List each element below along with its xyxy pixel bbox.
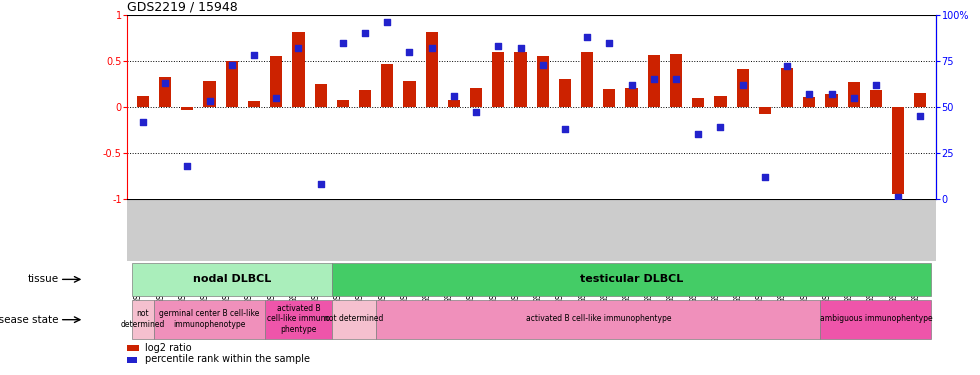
Point <box>402 49 417 55</box>
Point <box>158 80 173 86</box>
Point <box>424 45 440 51</box>
Point <box>646 76 662 82</box>
Text: GDS2219 / 15948: GDS2219 / 15948 <box>127 1 238 14</box>
Bar <box>337 100 349 107</box>
Point <box>358 30 373 36</box>
Point <box>379 20 395 26</box>
Text: testicular DLBCL: testicular DLBCL <box>580 274 683 284</box>
Bar <box>781 68 793 107</box>
Bar <box>248 101 260 107</box>
Point <box>690 132 706 138</box>
Bar <box>820 300 931 339</box>
Bar <box>692 98 705 107</box>
Point <box>269 95 284 101</box>
Text: not
determined: not determined <box>121 309 166 328</box>
Text: not determined: not determined <box>324 314 383 323</box>
Point <box>579 34 595 40</box>
Bar <box>332 262 931 296</box>
Bar <box>159 76 171 107</box>
Bar <box>315 84 326 107</box>
Point <box>623 82 639 88</box>
Bar <box>492 52 505 107</box>
Text: tissue: tissue <box>27 274 59 284</box>
Bar <box>204 81 216 107</box>
Text: activated B cell-like immunophentype: activated B cell-like immunophentype <box>525 314 671 323</box>
Bar <box>266 300 332 339</box>
Point <box>135 118 151 124</box>
Bar <box>137 96 149 107</box>
Point <box>535 62 551 68</box>
Point <box>224 62 240 68</box>
Point <box>446 93 462 99</box>
Text: germinal center B cell-like
immunophenotype: germinal center B cell-like immunophenot… <box>160 309 260 328</box>
Bar <box>154 300 266 339</box>
Bar <box>581 52 593 107</box>
Bar <box>825 94 838 107</box>
Bar <box>332 300 376 339</box>
Point <box>491 43 507 49</box>
Text: nodal DLBCL: nodal DLBCL <box>193 274 270 284</box>
Bar <box>292 32 305 107</box>
Point <box>757 174 772 180</box>
Bar <box>181 107 193 109</box>
Bar <box>804 97 815 107</box>
Bar <box>604 89 615 107</box>
Point <box>912 113 928 119</box>
Bar <box>470 88 482 107</box>
Bar <box>448 99 460 107</box>
Point <box>468 110 484 116</box>
Text: log2 ratio: log2 ratio <box>145 343 192 353</box>
Bar <box>670 54 682 107</box>
Point <box>846 95 861 101</box>
Bar <box>132 300 154 339</box>
Point <box>513 45 528 51</box>
Bar <box>381 64 393 107</box>
Bar <box>759 107 771 114</box>
Point <box>779 63 795 69</box>
Point <box>823 91 839 97</box>
Point <box>557 126 572 132</box>
Bar <box>270 56 282 107</box>
Bar <box>848 82 859 107</box>
Bar <box>514 52 526 107</box>
Text: ambiguous immunophentype: ambiguous immunophentype <box>819 314 932 323</box>
Bar <box>737 69 749 107</box>
Bar <box>714 96 726 107</box>
Bar <box>892 107 905 194</box>
Point <box>868 82 884 88</box>
Point <box>735 82 751 88</box>
Point <box>668 76 684 82</box>
Bar <box>914 93 926 107</box>
Point <box>712 124 728 130</box>
Bar <box>359 90 371 107</box>
Point <box>335 40 351 46</box>
Bar <box>648 54 660 107</box>
Text: activated B
cell-like immuno
phentype: activated B cell-like immuno phentype <box>267 304 330 334</box>
Bar <box>225 61 238 107</box>
Point <box>890 194 906 200</box>
Bar <box>625 88 638 107</box>
Bar <box>537 56 549 107</box>
Text: percentile rank within the sample: percentile rank within the sample <box>145 354 310 364</box>
Text: disease state: disease state <box>0 315 59 325</box>
Point <box>291 45 307 51</box>
Bar <box>132 262 332 296</box>
Bar <box>376 300 820 339</box>
Bar <box>404 81 416 107</box>
Point <box>202 98 218 104</box>
Point <box>179 163 195 169</box>
Bar <box>870 90 882 107</box>
Point <box>802 91 817 97</box>
Bar <box>425 32 438 107</box>
Point <box>246 53 262 58</box>
Bar <box>559 80 571 107</box>
Point <box>313 181 328 187</box>
Point <box>602 40 617 46</box>
